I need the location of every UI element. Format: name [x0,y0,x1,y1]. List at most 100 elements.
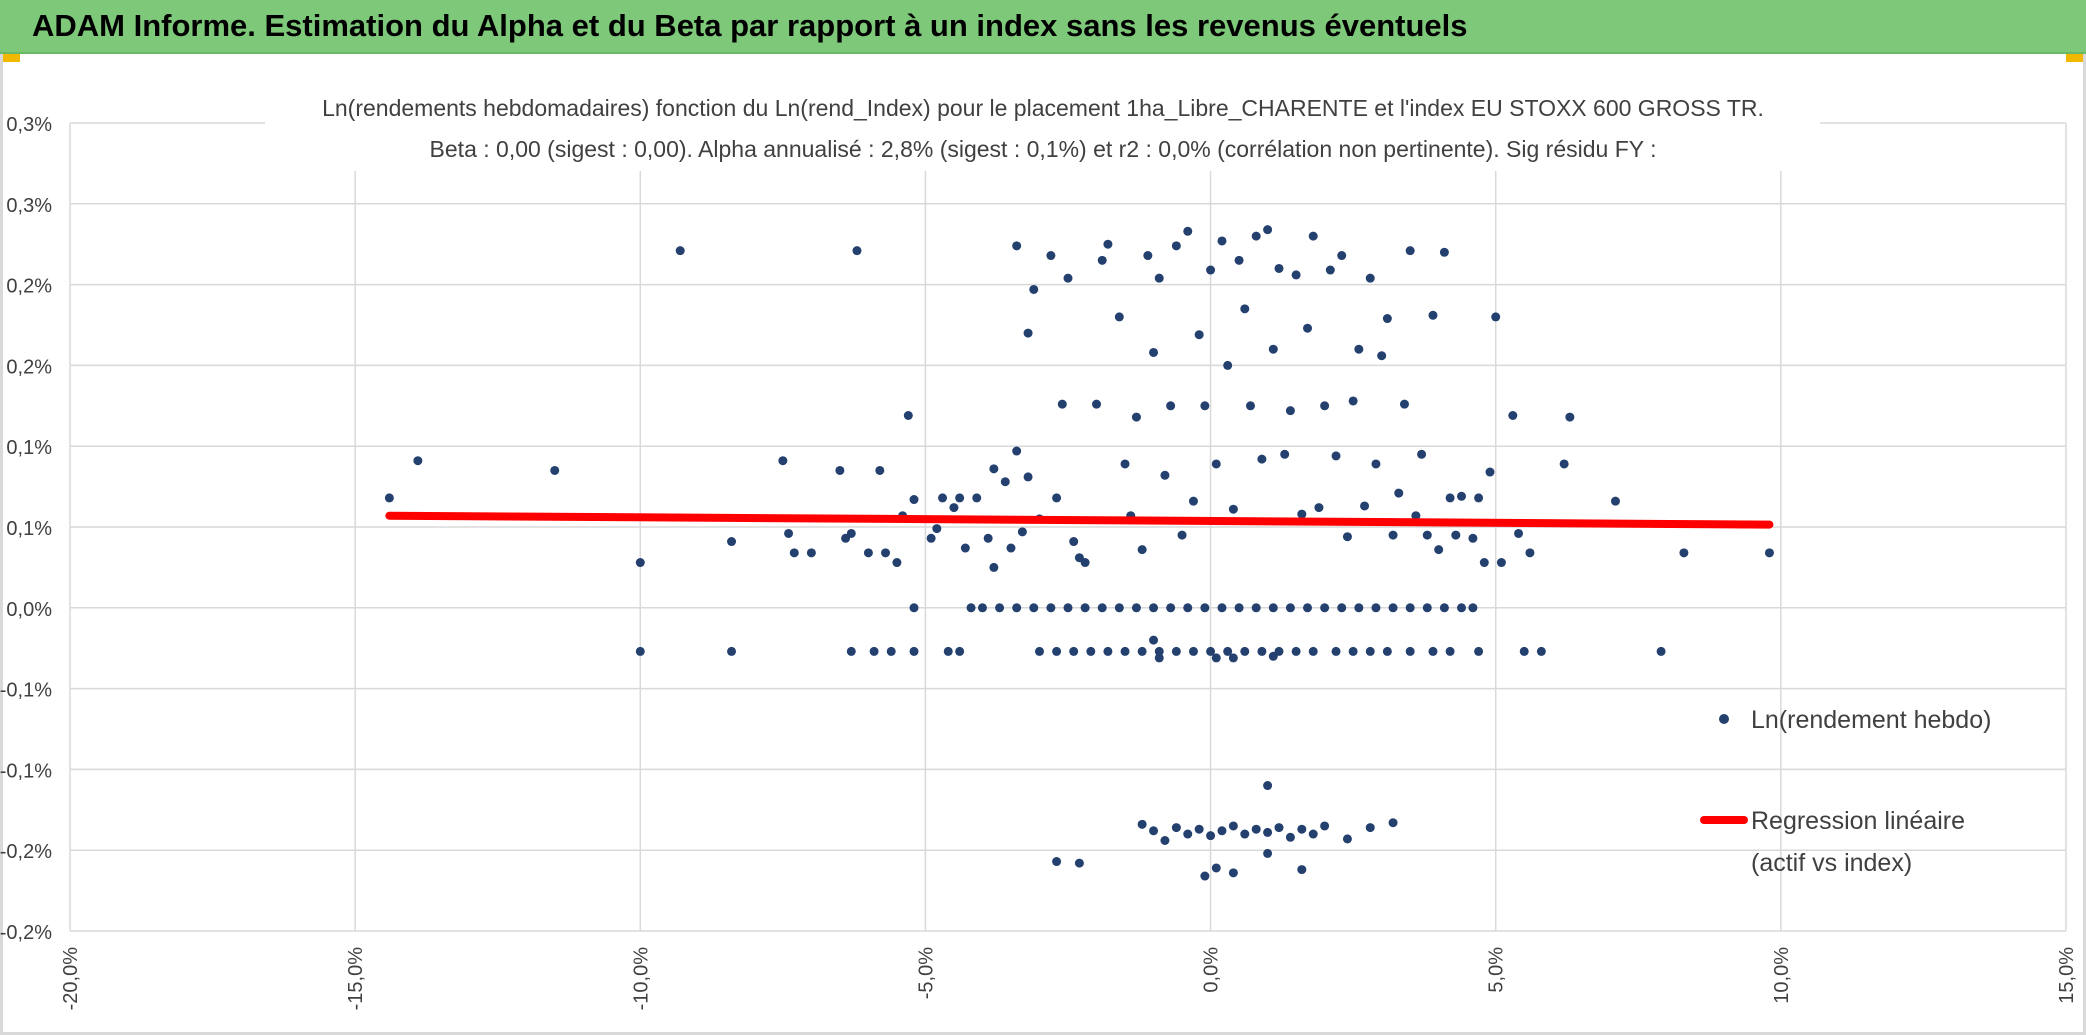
x-tick-label: 0,0% [1201,947,1223,993]
data-point [1405,646,1415,656]
data-point [1166,603,1176,613]
data-point [1519,646,1529,656]
data-point [1200,603,1210,613]
data-point [1679,548,1689,558]
data-point [1160,470,1170,480]
data-point [995,603,1005,613]
data-point [806,548,816,558]
data-point [1023,328,1033,338]
regression-line [385,511,1774,529]
data-point [1342,834,1352,844]
data-point [1149,826,1159,836]
legend-point-swatch [1719,714,1729,724]
data-point [1069,537,1079,547]
data-point [1268,344,1278,354]
data-point [1308,231,1318,241]
data-point [1029,603,1039,613]
data-point [972,493,982,503]
data-point [1046,603,1056,613]
data-point [1764,548,1774,558]
data-point [778,456,788,466]
data-point [1377,351,1387,361]
data-point [1451,530,1461,540]
data-point [1143,251,1153,261]
data-point [1308,646,1318,656]
data-point [892,558,902,568]
data-point [1097,603,1107,613]
data-point [1149,635,1159,645]
data-point [1394,488,1404,498]
data-point [1171,241,1181,251]
data-point [1428,310,1438,320]
data-point [1514,528,1524,538]
data-point [1240,304,1250,314]
data-point [1382,646,1392,656]
legend-line-label-cont: (actif vs index) [1751,849,1912,877]
data-point [1228,653,1238,663]
data-point [1183,829,1193,839]
data-point [1103,646,1113,656]
x-tick-label: 10,0% [1771,947,1793,1004]
data-point [1012,446,1022,456]
data-point [1360,501,1370,511]
y-tick-label: 0,1% [6,518,52,540]
data-point [784,528,794,538]
data-point [1023,472,1033,482]
data-point [1131,603,1141,613]
y-tick-label: -0,1% [0,680,52,702]
data-point [1137,646,1147,656]
data-point [1365,646,1375,656]
data-point [1217,236,1227,246]
data-point [1240,829,1250,839]
data-point [384,493,394,503]
y-tick-label: -0,2% [0,922,52,944]
data-point [1052,857,1062,867]
data-point [1559,459,1569,469]
data-point [1223,360,1233,370]
data-point [1303,603,1313,613]
data-point [1320,401,1330,411]
data-point [1120,646,1130,656]
data-point [1474,493,1484,503]
data-point [1097,255,1107,265]
data-point [727,646,737,656]
data-point [1183,603,1193,613]
corner-marker-right [2066,54,2086,62]
data-point [550,465,560,475]
data-point [966,603,976,613]
data-point [1052,646,1062,656]
data-point [1468,603,1478,613]
data-point [1086,646,1096,656]
data-point [1337,603,1347,613]
data-point [1188,646,1198,656]
data-point [1434,545,1444,555]
data-points [384,225,1774,881]
data-point [1388,818,1398,828]
data-point [1485,467,1495,477]
data-point [1245,401,1255,411]
data-point [1154,653,1164,663]
data-point [1280,449,1290,459]
data-point [1388,530,1398,540]
data-point [1308,829,1318,839]
data-point [1331,451,1341,461]
data-point [835,465,845,475]
y-tick-label: 0,2% [6,356,52,378]
data-point [1251,603,1261,613]
data-point [1154,273,1164,283]
data-point [1206,646,1216,656]
data-point [1206,831,1216,841]
data-point [846,528,856,538]
y-tick-label: 0,3% [6,114,52,136]
data-point [989,562,999,572]
data-point [1496,558,1506,568]
data-point [977,603,987,613]
data-point [943,646,953,656]
data-point [1080,603,1090,613]
data-point [1012,241,1022,251]
data-point [1365,273,1375,283]
data-point [1171,646,1181,656]
data-point [1388,603,1398,613]
data-point [1291,270,1301,280]
data-point [1371,459,1381,469]
